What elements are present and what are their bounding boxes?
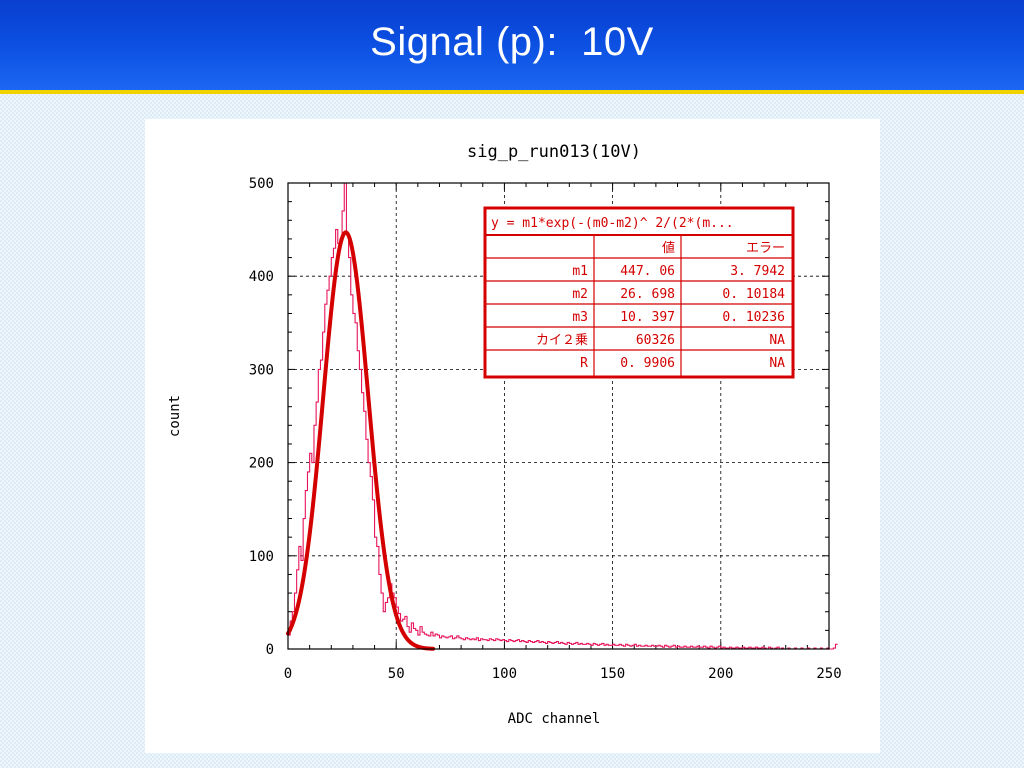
y-tick-label: 100: [249, 549, 274, 565]
fit-table-param-name: R: [580, 356, 588, 371]
fit-table-error: 0. 10236: [722, 310, 785, 325]
x-tick-label: 150: [600, 666, 625, 682]
fit-table-value: 60326: [636, 333, 675, 348]
y-tick-label: 400: [249, 269, 274, 285]
x-tick-label: 100: [492, 666, 517, 682]
y-tick-label: 200: [249, 456, 274, 472]
fit-table-value: 値: [662, 240, 675, 256]
x-axis-label: ADC channel: [508, 711, 601, 727]
x-tick-label: 0: [284, 666, 292, 682]
y-tick-label: 500: [249, 176, 274, 192]
fit-table-value: 26. 698: [620, 287, 675, 302]
figure-panel: 0 50 100 150 200 250 0 100 200 300 400 500 sig_p_ru…: [145, 119, 880, 753]
y-tick-label: 300: [249, 362, 274, 378]
fit-results-table: y = m1*exp(-(m0-m2)^ 2/(2*(m... 値 エラー m1 447…: [483, 206, 795, 379]
fit-table-param-name: m2: [572, 287, 588, 302]
gaussian-fit-series: [286, 230, 435, 651]
histogram-line: [288, 182, 838, 650]
fit-table-param-name: カイ２乗: [536, 333, 588, 348]
slide-title: Signal (p): 10V: [370, 19, 654, 64]
x-tick-label: 250: [816, 666, 841, 682]
fit-table-param-name: m3: [572, 310, 588, 325]
gaussian-fit-line: [286, 230, 435, 651]
x-tick-label: 200: [708, 666, 733, 682]
fit-table-frame: [483, 206, 795, 379]
fit-table-param-name: m1: [572, 264, 588, 279]
y-tick-label: 0: [266, 642, 274, 658]
fit-table-error: エラー: [746, 241, 785, 256]
fit-table-error: NA: [769, 333, 785, 348]
fit-table-error: 0. 10184: [722, 287, 785, 302]
histogram-series: [288, 182, 838, 650]
y-axis-label: count: [167, 395, 183, 437]
axis-labels: 0 50 100 150 200 250 0 100 200 300 400 500: [249, 176, 842, 682]
chart-title: sig_p_run013(10V): [467, 142, 641, 162]
fit-table-value: 10. 397: [620, 310, 675, 325]
slide-title-bar: Signal (p): 10V: [0, 0, 1024, 94]
plot-frame: [287, 182, 830, 650]
histogram-chart: 0 50 100 150 200 250 0 100 200 300 400 500 sig_p_ru…: [167, 142, 842, 727]
fit-table-value: 447. 06: [620, 264, 675, 279]
fit-table-error: NA: [769, 356, 785, 371]
fit-table-value: 0. 9906: [620, 356, 675, 371]
fit-table-formula: y = m1*exp(-(m0-m2)^ 2/(2*(m...: [491, 216, 734, 231]
fit-table-error: 3. 7942: [730, 264, 785, 279]
x-tick-label: 50: [388, 666, 405, 682]
